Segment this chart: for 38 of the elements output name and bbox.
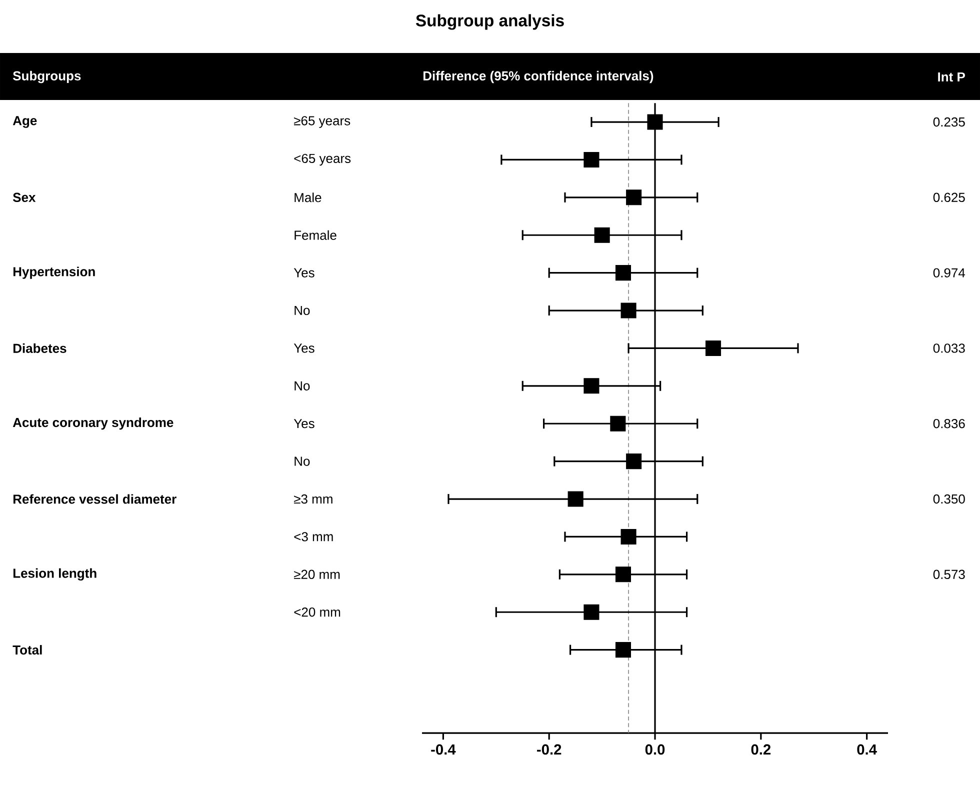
y-tick-label: Yes: [294, 419, 314, 428]
x-axis-title: Difference (95% confidence intervals): [423, 70, 654, 84]
text: Reference vessel diameter: [13, 494, 176, 504]
text: Hypertension: [13, 266, 95, 279]
text: Subgroups: [12, 70, 81, 84]
y-tick-label: ≥3 mm: [294, 494, 332, 504]
y2-tick-label: 0.974: [933, 268, 966, 278]
y-tick-label: Female: [294, 230, 336, 240]
y-tick-label: <65 years: [294, 154, 351, 166]
y2-tick-label: 0.573: [933, 570, 965, 580]
x-tick-label: -0.4: [431, 744, 456, 755]
text: Lesion length: [13, 568, 96, 580]
chart-title: Subgroup analysis: [416, 14, 564, 30]
text: Diabetes: [13, 343, 66, 353]
y-tick-label: Male: [294, 192, 322, 202]
y-tick-label: ≥65 years: [294, 116, 350, 128]
x-tick-label: 0.4: [857, 744, 877, 755]
text: Age: [12, 116, 37, 128]
y2-axis-title: Int P: [938, 72, 965, 82]
y-tick-label: No: [294, 456, 310, 466]
y-tick-label: Yes: [294, 344, 314, 353]
y2-tick-label: 0.625: [933, 192, 965, 202]
x-tick-label: -0.2: [537, 744, 562, 755]
text: Total: [12, 645, 42, 655]
text: Sex: [12, 192, 36, 202]
y-tick-label: No: [294, 381, 310, 390]
x-tick-label: 0.2: [751, 744, 771, 755]
y2-tick-label: 0.235: [933, 117, 965, 127]
y-tick-label: <20 mm: [294, 608, 340, 617]
y2-tick-label: 0.836: [933, 419, 965, 428]
y-tick-label: No: [294, 306, 310, 316]
y2-tick-label: 0.033: [933, 344, 965, 353]
x-tick-label: 0.0: [645, 744, 665, 755]
y2-tick-label: 0.350: [933, 494, 965, 504]
text: Acute coronary syndrome: [12, 418, 174, 430]
y-tick-label: ≥20 mm: [294, 570, 340, 580]
y-tick-label: Yes: [294, 268, 314, 278]
y-tick-label: <3 mm: [294, 532, 333, 542]
